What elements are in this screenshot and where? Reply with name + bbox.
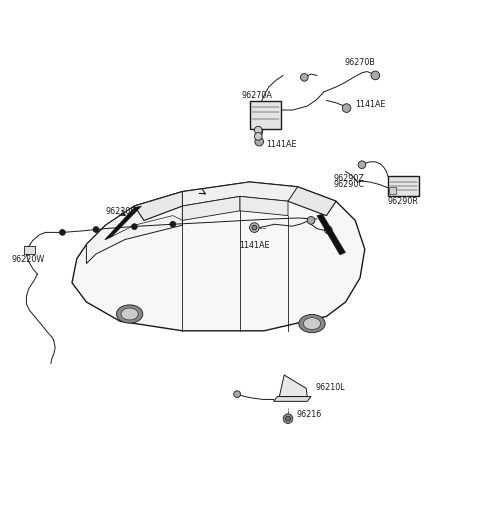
Ellipse shape	[299, 315, 325, 333]
Circle shape	[60, 230, 65, 236]
Polygon shape	[240, 197, 288, 216]
Text: 96290C: 96290C	[334, 180, 365, 188]
Text: 96270B: 96270B	[345, 58, 375, 66]
Circle shape	[342, 104, 351, 113]
Bar	[24, 247, 35, 254]
Text: 96290R: 96290R	[388, 196, 419, 205]
Ellipse shape	[121, 308, 138, 320]
Text: 1141AE: 1141AE	[355, 100, 386, 108]
Circle shape	[371, 72, 380, 80]
Text: 96210L: 96210L	[316, 382, 346, 391]
Circle shape	[283, 414, 293, 423]
Polygon shape	[274, 397, 311, 402]
Polygon shape	[279, 375, 307, 397]
Text: 96230E: 96230E	[106, 207, 136, 216]
Polygon shape	[86, 207, 182, 264]
Circle shape	[252, 226, 257, 231]
Circle shape	[324, 227, 332, 234]
Circle shape	[307, 217, 315, 225]
Text: 96270A: 96270A	[241, 91, 272, 100]
Ellipse shape	[117, 305, 143, 324]
Text: 1141AE: 1141AE	[239, 240, 270, 249]
Text: 96216: 96216	[297, 409, 322, 418]
Polygon shape	[288, 187, 336, 216]
Bar	[250, 102, 281, 130]
Polygon shape	[182, 197, 240, 221]
Circle shape	[250, 223, 259, 233]
Polygon shape	[317, 215, 346, 256]
Bar	[389, 187, 396, 195]
Ellipse shape	[303, 318, 321, 330]
Circle shape	[132, 224, 137, 230]
Circle shape	[254, 133, 262, 141]
Circle shape	[254, 127, 262, 135]
Circle shape	[255, 138, 264, 147]
Circle shape	[300, 74, 308, 82]
Polygon shape	[105, 207, 142, 240]
Text: 96290Z: 96290Z	[334, 174, 364, 182]
Bar	[388, 177, 419, 197]
Polygon shape	[72, 183, 365, 331]
Polygon shape	[134, 183, 336, 221]
Circle shape	[286, 416, 290, 421]
Circle shape	[358, 161, 366, 169]
Text: 1141AE: 1141AE	[266, 140, 297, 149]
Circle shape	[170, 222, 176, 228]
Text: 96220W: 96220W	[12, 255, 45, 264]
Circle shape	[234, 391, 240, 398]
Circle shape	[93, 227, 99, 233]
Polygon shape	[134, 192, 182, 221]
